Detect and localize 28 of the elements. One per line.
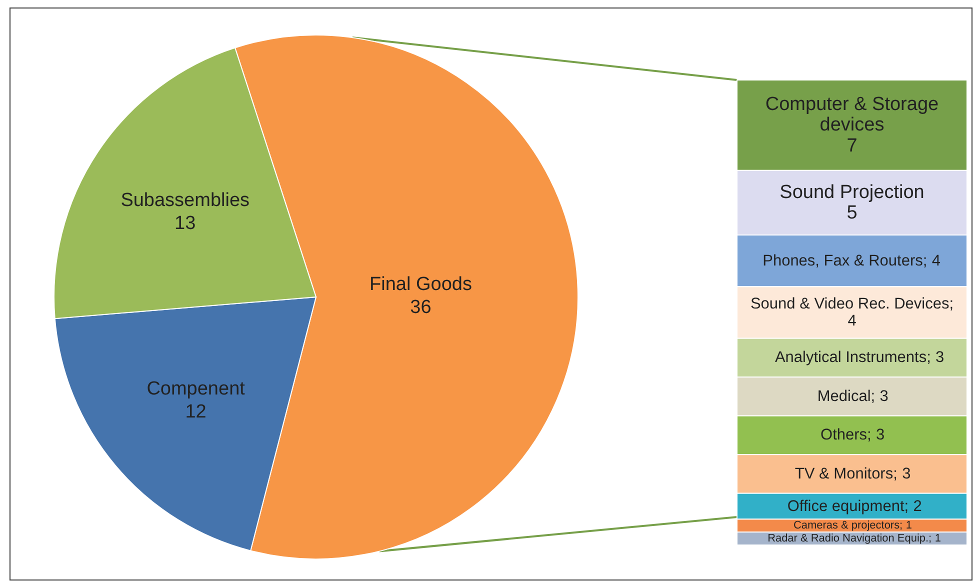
data-label: 3: [902, 465, 911, 482]
series-label: Sound & Video Rec. Devices;: [750, 295, 954, 312]
series-label: Computer & Storage devices: [765, 94, 939, 136]
series-label: Analytical Instruments;: [774, 349, 931, 366]
data-label: 2: [913, 498, 922, 515]
data-label: 5: [846, 202, 858, 224]
series-label: Office equipment;: [787, 498, 909, 515]
data-label: 3: [876, 426, 885, 444]
data-label: 1: [934, 532, 941, 545]
series-label: Phones, Fax & Routers;: [762, 252, 928, 270]
series-label: TV & Monitors;: [794, 465, 898, 482]
data-label: 3: [936, 349, 944, 366]
slice-label: Final Goods: [370, 274, 472, 295]
series-label: Radar & Radio Navigation Equip.;: [768, 532, 932, 545]
slice-label: Subassemblies: [120, 190, 250, 212]
data-label: 7: [846, 136, 858, 157]
data-label: 4: [932, 252, 941, 270]
data-label: 36: [410, 296, 432, 318]
series-label: Medical;: [817, 388, 876, 405]
slice-label: Compenent: [146, 378, 246, 400]
data-label: 13: [174, 212, 196, 234]
data-label: 3: [880, 388, 888, 405]
data-label: 12: [185, 401, 206, 422]
series-label: Sound Projection: [780, 182, 924, 203]
series-label: Cameras & projectors;: [793, 520, 903, 532]
data-label: 4: [848, 312, 857, 330]
data-label: 1: [906, 520, 912, 532]
series-label: Others;: [820, 426, 872, 444]
